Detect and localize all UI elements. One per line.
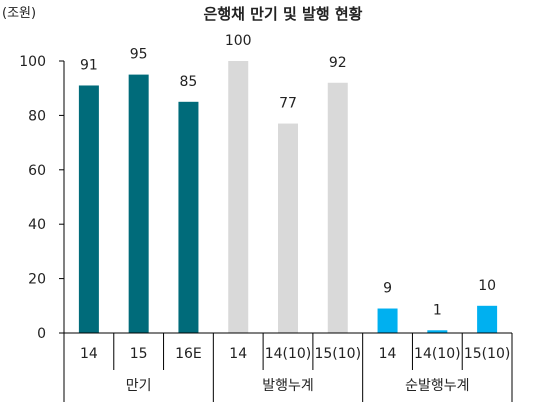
data-label: 1	[433, 302, 442, 318]
x-tick-label: 15	[130, 346, 148, 362]
x-tick-label: 15(10)	[314, 346, 361, 362]
unit-label: (조원)	[2, 6, 36, 21]
y-tick-label: 0	[37, 326, 46, 342]
data-label: 9	[383, 281, 392, 297]
data-label: 95	[130, 47, 148, 63]
data-label: 10	[478, 278, 496, 294]
bar	[427, 330, 448, 333]
x-tick-label: 14	[229, 346, 247, 362]
x-tick-label: 14	[379, 346, 397, 362]
chart-title: 은행채 만기 및 발행 현황	[204, 5, 363, 23]
y-tick-label: 100	[19, 54, 46, 70]
group-label: 발행누계	[262, 378, 314, 394]
x-tick-label: 16E	[175, 346, 202, 362]
data-label: 100	[225, 33, 252, 49]
x-tick-label: 14(10)	[265, 346, 312, 362]
y-axis: 0 20 40 60 80 100	[19, 54, 65, 342]
y-tick-label: 60	[28, 163, 46, 179]
bar	[128, 74, 149, 333]
x-tick-label: 15(10)	[464, 346, 511, 362]
x-tick-label: 14(10)	[414, 346, 461, 362]
bar	[477, 305, 498, 333]
group-label: 만기	[126, 378, 152, 394]
y-tick-label: 40	[28, 217, 46, 233]
y-tick-label: 20	[28, 272, 46, 288]
y-tick-label: 80	[28, 108, 46, 124]
bar	[278, 123, 298, 333]
data-label: 91	[80, 57, 98, 73]
group-label: 순발행누계	[405, 378, 469, 394]
data-label: 77	[279, 96, 297, 112]
bar	[377, 308, 398, 333]
bar	[228, 61, 249, 333]
data-label: 92	[329, 55, 347, 71]
x-tick-label: 14	[80, 346, 98, 362]
bar	[327, 82, 348, 333]
bar	[178, 101, 199, 333]
data-label: 85	[180, 74, 198, 90]
bar	[78, 85, 99, 333]
